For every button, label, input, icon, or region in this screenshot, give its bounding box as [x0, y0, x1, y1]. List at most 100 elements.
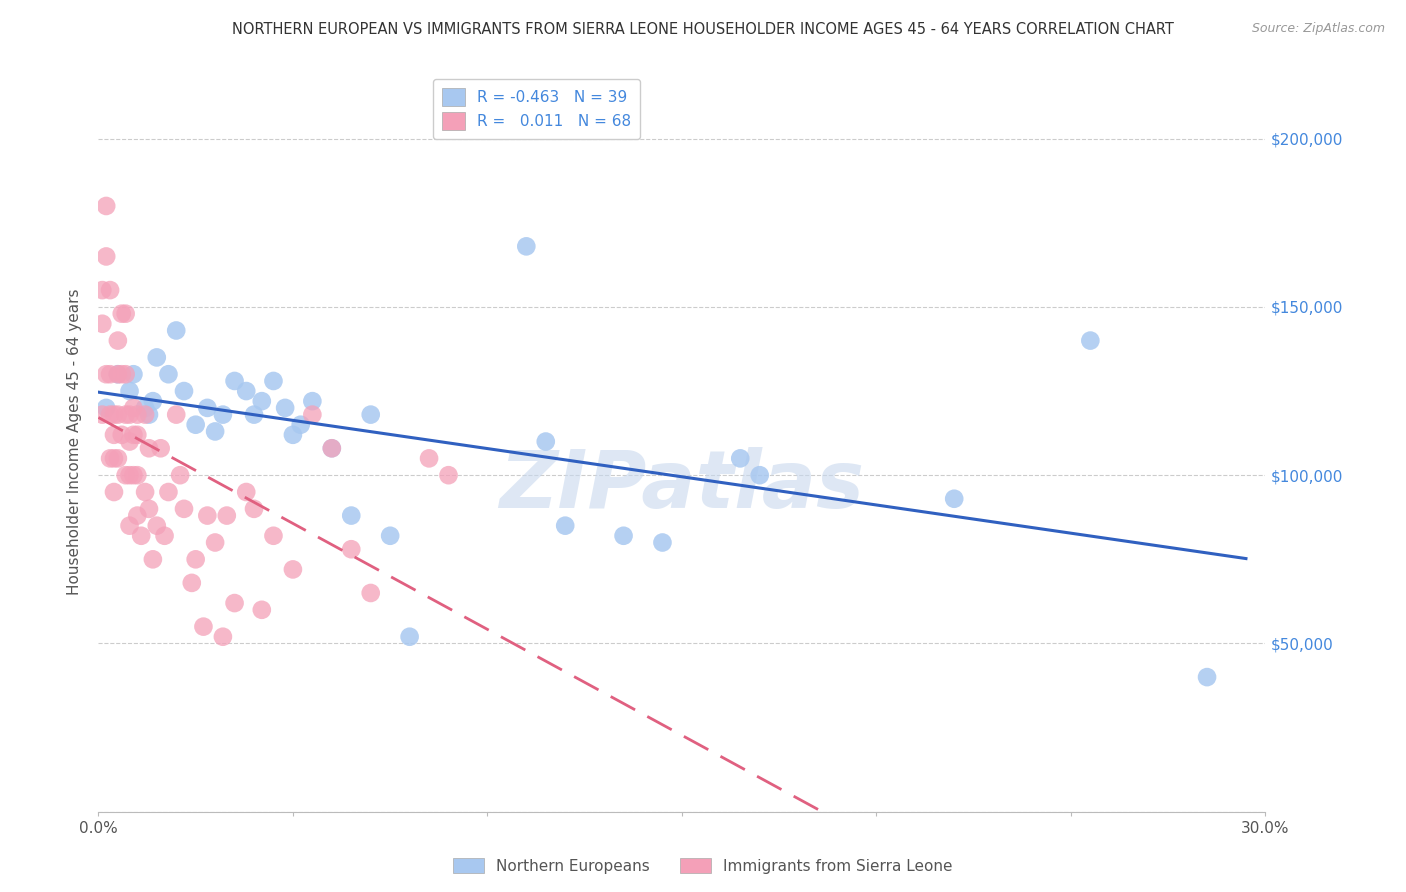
Point [169, 468, 191, 483]
Point [107, 368, 129, 382]
Point [111, 427, 134, 442]
Point [91, 408, 114, 422]
Point [98, 368, 121, 382]
Point [114, 408, 136, 422]
Point [107, 451, 129, 466]
Point [534, 434, 557, 449]
Point [243, 408, 266, 422]
Point [360, 586, 382, 600]
Point [114, 307, 136, 321]
Point [262, 374, 284, 388]
Point [281, 562, 304, 576]
Point [149, 442, 172, 456]
Point [96, 368, 118, 382]
Point [127, 408, 149, 422]
Point [107, 408, 129, 422]
Point [554, 518, 576, 533]
Point [103, 451, 125, 466]
Point [437, 468, 460, 483]
Point [146, 351, 169, 365]
Point [146, 518, 169, 533]
Point [122, 401, 145, 415]
Point [98, 408, 121, 422]
Point [165, 408, 187, 422]
Point [235, 384, 257, 398]
Point [360, 408, 382, 422]
Point [173, 501, 195, 516]
Point [134, 401, 156, 415]
Point [142, 552, 165, 566]
Legend: Northern Europeans, Immigrants from Sierra Leone: Northern Europeans, Immigrants from Sier… [447, 852, 959, 880]
Point [142, 394, 165, 409]
Point [250, 394, 273, 409]
Point [943, 491, 966, 506]
Point [96, 199, 118, 213]
Point [224, 596, 246, 610]
Point [173, 384, 195, 398]
Text: ZIPatlas: ZIPatlas [499, 447, 865, 525]
Point [96, 401, 118, 415]
Point [118, 434, 141, 449]
Text: Source: ZipAtlas.com: Source: ZipAtlas.com [1251, 22, 1385, 36]
Point [122, 427, 145, 442]
Text: NORTHERN EUROPEAN VS IMMIGRANTS FROM SIERRA LEONE HOUSEHOLDER INCOME AGES 45 - 6: NORTHERN EUROPEAN VS IMMIGRANTS FROM SIE… [232, 22, 1174, 37]
Point [204, 535, 226, 549]
Point [157, 485, 180, 500]
Point [340, 542, 363, 557]
Point [195, 401, 218, 415]
Point [651, 535, 673, 549]
Point [215, 508, 238, 523]
Point [748, 468, 770, 483]
Point [138, 408, 160, 422]
Point [138, 501, 160, 516]
Point [193, 619, 215, 633]
Point [96, 250, 118, 264]
Point [250, 603, 273, 617]
Point [134, 408, 156, 422]
Point [114, 368, 136, 382]
Point [180, 575, 202, 590]
Point [380, 529, 402, 543]
Y-axis label: Householder Income Ages 45 - 64 years: Householder Income Ages 45 - 64 years [67, 288, 83, 595]
Point [111, 307, 134, 321]
Point [122, 368, 145, 382]
Point [98, 451, 121, 466]
Point [138, 442, 160, 456]
Point [134, 485, 156, 500]
Point [515, 239, 537, 253]
Point [301, 394, 323, 409]
Point [321, 442, 343, 456]
Point [321, 442, 343, 456]
Point [107, 368, 129, 382]
Point [418, 451, 440, 466]
Point [204, 425, 226, 439]
Point [118, 384, 141, 398]
Point [114, 468, 136, 483]
Point [224, 374, 246, 388]
Legend: R = -0.463   N = 39, R =   0.011   N = 68: R = -0.463 N = 39, R = 0.011 N = 68 [433, 79, 640, 139]
Point [91, 317, 114, 331]
Point [118, 518, 141, 533]
Point [281, 427, 304, 442]
Point [122, 468, 145, 483]
Point [157, 368, 180, 382]
Point [129, 529, 152, 543]
Point [111, 368, 134, 382]
Point [127, 468, 149, 483]
Point [1195, 670, 1218, 684]
Point [195, 508, 218, 523]
Point [127, 508, 149, 523]
Point [235, 485, 257, 500]
Point [243, 501, 266, 516]
Point [1080, 334, 1102, 348]
Point [118, 468, 141, 483]
Point [91, 283, 114, 297]
Point [165, 324, 187, 338]
Point [118, 408, 141, 422]
Point [262, 529, 284, 543]
Point [103, 427, 125, 442]
Point [274, 401, 297, 415]
Point [398, 630, 420, 644]
Point [98, 283, 121, 297]
Point [184, 417, 207, 432]
